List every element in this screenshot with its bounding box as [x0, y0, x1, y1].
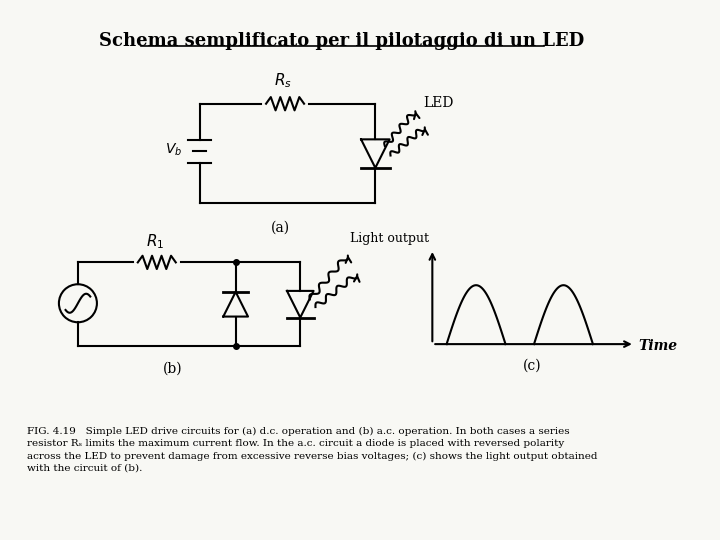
- Text: Schema semplificato per il pilotaggio di un LED: Schema semplificato per il pilotaggio di…: [99, 32, 585, 50]
- Text: (b): (b): [163, 361, 183, 375]
- Text: Light output: Light output: [349, 232, 428, 245]
- Text: $R_s$: $R_s$: [274, 72, 292, 90]
- Text: LED: LED: [423, 96, 453, 110]
- Text: (c): (c): [523, 359, 541, 373]
- Text: $R_1$: $R_1$: [145, 232, 164, 251]
- Text: FIG. 4.19   Simple LED drive circuits for (a) d.c. operation and (b) a.c. operat: FIG. 4.19 Simple LED drive circuits for …: [27, 427, 570, 436]
- Text: Time: Time: [639, 339, 678, 353]
- Text: across the LED to prevent damage from excessive reverse bias voltages; (c) shows: across the LED to prevent damage from ex…: [27, 451, 597, 461]
- Text: $V_b$: $V_b$: [165, 142, 182, 158]
- Text: resistor Rₛ limits the maximum current flow. In the a.c. circuit a diode is plac: resistor Rₛ limits the maximum current f…: [27, 439, 564, 448]
- Text: with the circuit of (b).: with the circuit of (b).: [27, 464, 142, 473]
- Text: (a): (a): [271, 220, 290, 234]
